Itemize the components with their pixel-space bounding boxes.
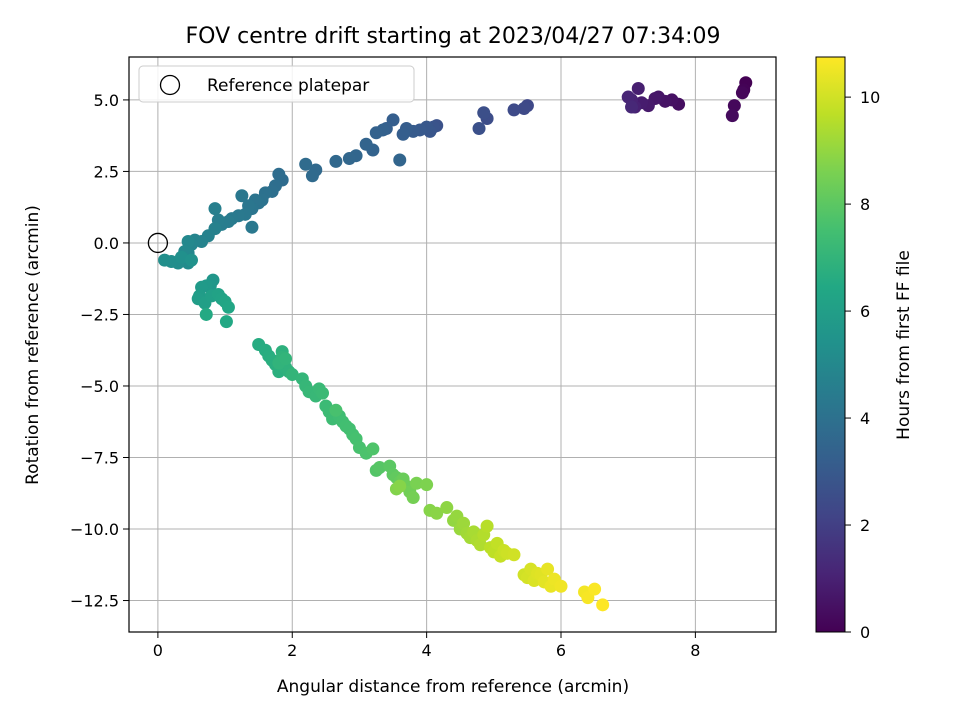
data-point: [725, 109, 739, 123]
data-point: [315, 386, 329, 400]
data-point: [359, 137, 373, 151]
colorbar-ticks: 0 2 4 6 8 10: [845, 88, 880, 642]
x-tick-label: 6: [556, 641, 566, 660]
data-point: [477, 106, 491, 120]
data-point: [329, 403, 343, 417]
colorbar-frame: [815, 56, 846, 633]
data-points: [147, 76, 753, 612]
legend-box: [138, 65, 415, 103]
data-point: [373, 461, 387, 475]
legend: Reference platepar: [138, 65, 415, 103]
y-tick-label: −12.5: [70, 592, 119, 611]
data-point: [158, 253, 172, 267]
data-point: [625, 100, 639, 114]
data-point: [621, 90, 635, 104]
y-tick-label: −10.0: [70, 520, 119, 539]
data-point: [410, 476, 424, 490]
data-point: [305, 169, 319, 183]
x-tick-label: 4: [422, 641, 432, 660]
y-axis-label: Rotation from reference (arcmin): [23, 205, 43, 485]
data-point: [735, 86, 749, 100]
data-point: [272, 167, 286, 181]
data-point: [366, 442, 380, 456]
axis-ticks: 0 2 4 6 8 −12.5 −10.0 −7.5 −5.0 −2.5 0.0 2.5 5.0: [70, 91, 701, 660]
y-tick-label: 5.0: [94, 91, 119, 110]
legend-marker-open-circle: [159, 74, 181, 96]
x-tick-label: 0: [153, 641, 163, 660]
data-point: [631, 81, 645, 95]
plot-frame: [128, 56, 777, 633]
data-point: [208, 202, 222, 216]
data-point: [393, 479, 407, 493]
data-point: [329, 154, 343, 168]
colorbar-tick-label: 10: [860, 88, 880, 107]
data-point: [245, 220, 259, 234]
data-point: [457, 516, 471, 530]
data-point: [588, 582, 602, 596]
data-point: [299, 157, 313, 171]
y-tick-label: 0.0: [94, 234, 119, 253]
grid: [129, 57, 776, 632]
data-point: [507, 103, 521, 117]
colorbar-tick-label: 4: [860, 409, 870, 428]
data-point: [369, 126, 383, 140]
data-point: [181, 235, 195, 249]
x-axis-label: Angular distance from reference (arcmin): [277, 677, 629, 697]
reference-platepar-marker: [147, 232, 169, 254]
chart-title: FOV centre drift starting at 2023/04/27 …: [186, 24, 721, 49]
colorbar-tick-label: 2: [860, 516, 870, 535]
colorbar-tick-label: 6: [860, 302, 870, 321]
y-tick-label: −7.5: [80, 448, 119, 467]
data-point: [393, 153, 407, 167]
data-point: [727, 99, 741, 113]
colorbar-tick-label: 8: [860, 195, 870, 214]
data-point: [554, 579, 568, 593]
x-tick-label: 2: [287, 641, 297, 660]
data-point: [480, 519, 494, 533]
data-point: [596, 598, 610, 612]
data-point: [440, 501, 454, 515]
data-point: [541, 562, 555, 576]
y-tick-label: −2.5: [80, 305, 119, 324]
data-point: [406, 491, 420, 505]
data-point: [472, 122, 486, 136]
data-point: [279, 352, 293, 366]
x-tick-label: 8: [690, 641, 700, 660]
y-tick-label: 2.5: [94, 162, 119, 181]
data-point: [396, 127, 410, 141]
colorbar-tick-label: 0: [860, 623, 870, 642]
data-point: [235, 189, 249, 203]
data-point: [174, 250, 188, 264]
colorbar: [816, 57, 845, 632]
data-point: [507, 548, 521, 562]
data-point: [473, 538, 487, 552]
data-point: [517, 101, 531, 115]
data-point: [184, 253, 198, 267]
data-point: [219, 315, 233, 329]
y-tick-label: −5.0: [80, 377, 119, 396]
colorbar-label: Hours from first FF file: [894, 250, 914, 440]
data-point: [420, 478, 434, 492]
legend-label: Reference platepar: [207, 76, 369, 96]
data-point: [221, 300, 235, 314]
data-point: [199, 307, 213, 321]
data-point: [430, 506, 444, 520]
data-point: [285, 368, 299, 382]
data-point: [342, 152, 356, 166]
